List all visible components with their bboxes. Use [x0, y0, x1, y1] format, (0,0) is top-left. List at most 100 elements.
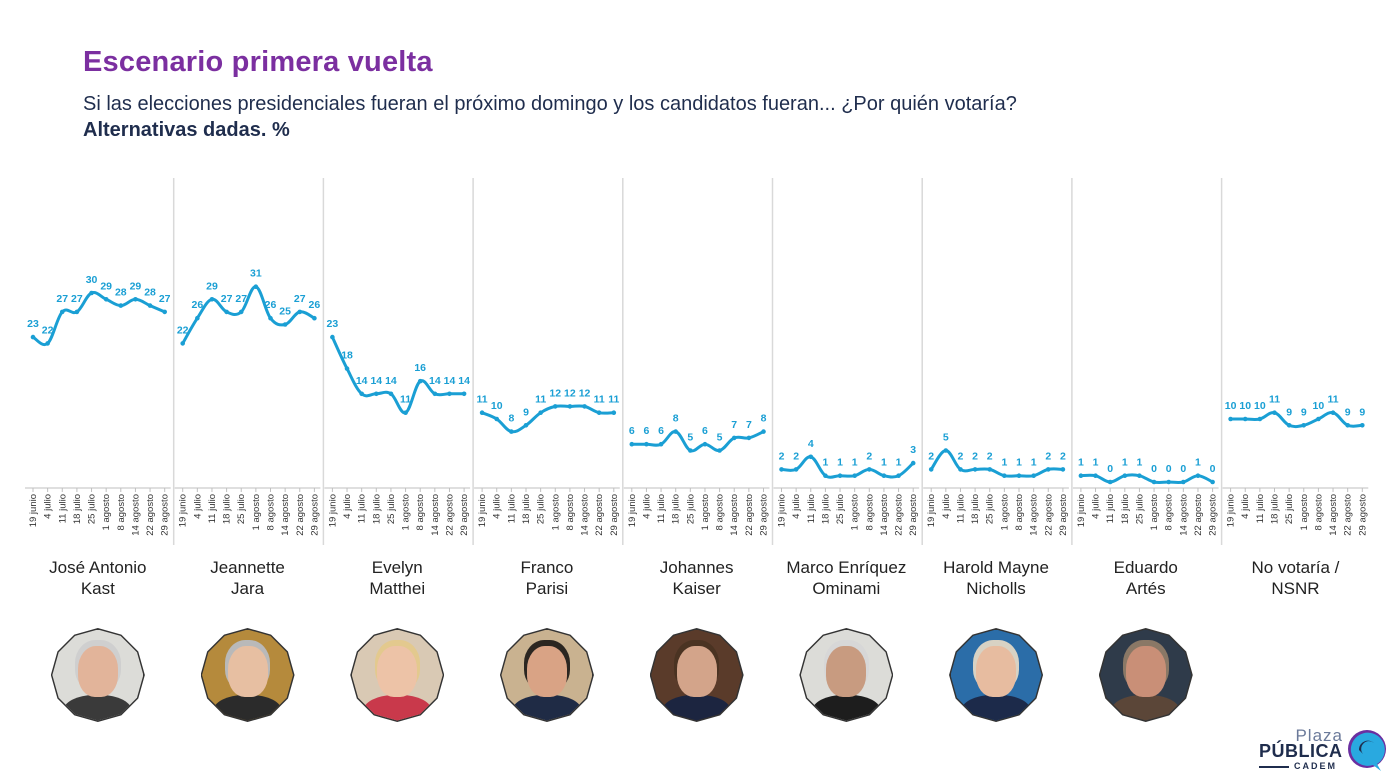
data-label: 1: [1001, 457, 1007, 469]
data-label: 0: [1107, 463, 1113, 475]
data-label: 8: [508, 413, 514, 425]
x-tick-label: 29 agosto: [1208, 494, 1219, 536]
x-tick-label: 1 agosto: [550, 494, 561, 530]
x-tick-label: 8 agosto: [1014, 494, 1025, 530]
data-point: [867, 467, 872, 472]
x-tick-label: 18 julio: [72, 494, 83, 524]
data-label: 22: [42, 324, 54, 336]
x-tick-label: 11 julio: [57, 494, 68, 523]
data-point: [417, 378, 423, 384]
data-label: 14: [370, 375, 382, 387]
data-point: [359, 391, 364, 397]
candidate-name-line: Franco: [520, 558, 574, 577]
data-point: [282, 322, 288, 327]
data-label: 6: [629, 425, 635, 437]
x-tick-label: 25 julio: [236, 494, 247, 524]
x-tick-label: 19 junio: [28, 494, 39, 527]
data-point: [717, 448, 722, 453]
data-point: [461, 391, 467, 397]
data-label: 2: [958, 450, 964, 462]
x-tick-label: 29 agosto: [759, 494, 770, 536]
x-tick-label: 1 agosto: [101, 494, 112, 530]
series-line: [330, 335, 466, 415]
data-point: [658, 441, 664, 447]
data-point: [59, 309, 65, 315]
data-point: [447, 391, 452, 397]
x-tick-label: 14 agosto: [1178, 494, 1189, 536]
data-label: 11: [535, 394, 546, 406]
x-tick-label: 18 julio: [521, 494, 532, 524]
face-shape: [976, 645, 1017, 697]
x-tick-label: 22 agosto: [1193, 494, 1204, 536]
x-tick-label: 19 junio: [1226, 494, 1237, 527]
face-shape: [77, 645, 118, 697]
x-tick-label: 19 junio: [926, 494, 937, 527]
data-point: [374, 391, 379, 397]
data-point: [147, 303, 153, 308]
data-point: [1286, 423, 1292, 428]
data-point: [1330, 410, 1336, 416]
data-point: [268, 315, 273, 321]
data-point: [808, 454, 814, 460]
data-label: 12: [579, 387, 591, 399]
x-tick-label: 14 agosto: [879, 494, 890, 536]
candidate-photo: [949, 628, 1044, 722]
candidate-photo: [50, 628, 145, 722]
data-label: 14: [444, 375, 456, 387]
data-label: 2: [1060, 450, 1066, 462]
x-tick-label: 19 junio: [477, 494, 488, 527]
logo-text-plaza: Plaza: [1295, 726, 1343, 745]
x-tick-label: 22 agosto: [444, 494, 455, 536]
x-tick-label: 14 agosto: [280, 494, 291, 536]
x-tick-label: 8 agosto: [415, 494, 426, 530]
data-point: [432, 391, 438, 397]
data-point: [1316, 416, 1321, 422]
data-label: 27: [221, 293, 233, 305]
data-point: [567, 404, 573, 409]
data-label: 11: [477, 394, 488, 406]
data-point: [103, 297, 109, 302]
x-tick-label: 1 agosto: [1149, 494, 1160, 530]
data-label: 27: [294, 293, 306, 305]
x-tick-label: 22 agosto: [894, 494, 905, 536]
data-point: [779, 467, 784, 472]
data-label: 1: [896, 457, 902, 469]
data-label: 12: [564, 387, 576, 399]
x-tick-label: 4 julio: [641, 494, 652, 519]
x-tick-label: 4 julio: [791, 494, 802, 519]
data-label: 3: [910, 444, 916, 456]
data-label: 14: [429, 375, 441, 387]
data-point: [629, 441, 635, 447]
data-point: [552, 404, 558, 409]
face-shape: [676, 645, 717, 697]
data-point: [1122, 473, 1128, 479]
data-point: [45, 341, 50, 346]
x-tick-label: 4 julio: [1091, 494, 1102, 519]
data-point: [344, 366, 350, 371]
data-point: [133, 297, 138, 302]
data-point: [896, 473, 901, 479]
face-shape: [826, 645, 867, 697]
data-label: 29: [100, 280, 112, 292]
x-tick-label: 18 julio: [222, 494, 233, 524]
x-tick-label: 25 julio: [386, 494, 397, 524]
data-point: [987, 467, 993, 472]
data-point: [479, 410, 485, 416]
data-label: 0: [1166, 463, 1172, 475]
data-label: 9: [523, 406, 529, 418]
series-line: [1079, 473, 1215, 484]
x-tick-label: 22 agosto: [145, 494, 156, 536]
series-line: [480, 404, 616, 434]
data-point: [118, 303, 124, 308]
data-label: 16: [414, 362, 426, 374]
x-tick-label: 1 agosto: [1299, 494, 1310, 530]
data-label: 14: [356, 375, 368, 387]
data-label: 11: [400, 394, 411, 406]
page-title: Escenario primera vuelta: [83, 46, 433, 78]
data-point: [330, 334, 335, 340]
data-point: [312, 315, 317, 321]
x-tick-label: 19 junio: [327, 494, 338, 527]
x-tick-label: 19 junio: [1076, 494, 1087, 527]
data-point: [224, 309, 229, 315]
series-line: [31, 291, 167, 346]
